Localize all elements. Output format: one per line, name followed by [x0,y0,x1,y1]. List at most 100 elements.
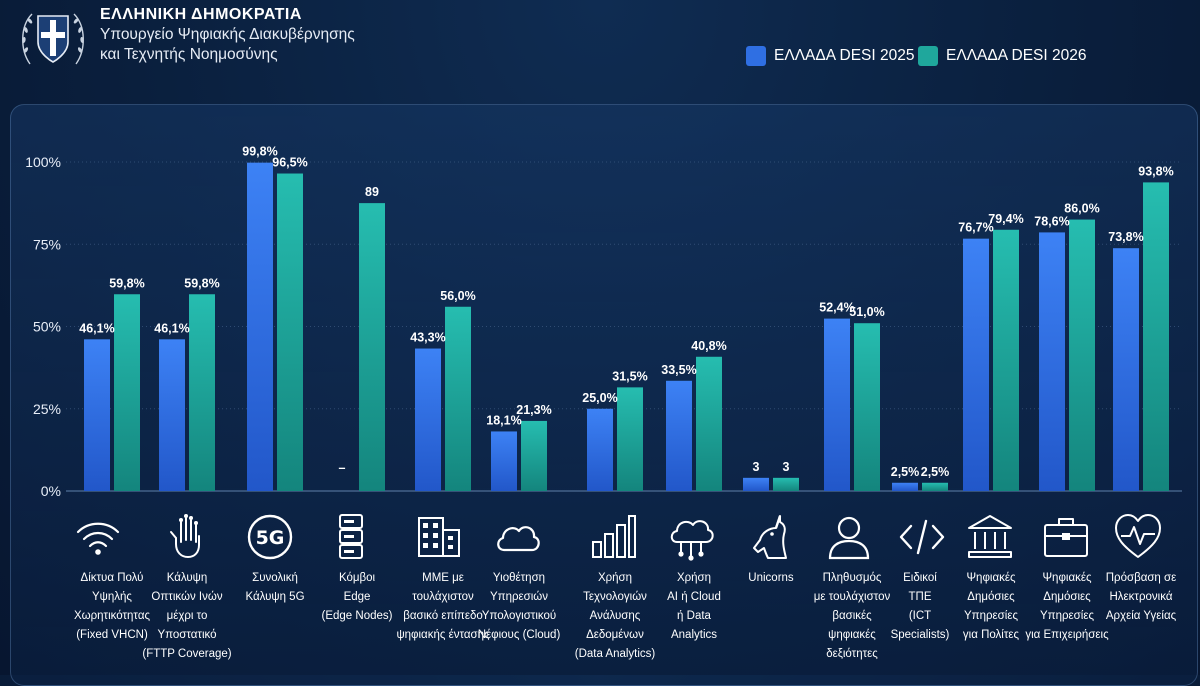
bar-2025 [892,482,918,491]
data-label: 25,0% [582,391,617,405]
category-label-line: για Πολίτες [962,629,1020,641]
legend-item-2025: ΕΛΛΑΔΑ DESI 2025 [746,46,915,66]
data-label: 51,0% [849,305,884,319]
category-label: Ειδικοί ΤΠΕ (ICT Specialists) [864,569,976,645]
category-label: ΜΜΕ με τουλάχιστον βασικό επίπεδο ψηφιακής … [387,569,499,645]
building-icon [418,517,460,557]
data-label: 46,1% [154,321,189,335]
bar-2025 [743,477,769,491]
category-label-line: (Data Analytics) [574,648,656,660]
data-label: 89 [365,185,379,199]
category-label-line: Υπηρεσίες [964,610,1018,622]
data-label: 31,5% [612,369,647,383]
category-label-line: (FTTP Coverage) [142,648,232,660]
data-label: 59,8% [109,276,144,290]
y-tick-label: 75% [33,236,61,252]
bar-2026 [277,173,303,491]
data-label: 86,0% [1064,202,1099,216]
category-label-line: τουλάχιστον [412,591,474,603]
bar-2026 [922,482,948,491]
greek-emblem-icon [22,13,84,65]
category-label-line: Ψηφιακές [966,572,1016,584]
category-label: Ψηφιακές Δημόσιες Υπηρεσίες για Πολίτες [935,569,1047,645]
data-label: 43,3% [410,331,445,345]
data-label: 21,3% [516,403,551,417]
bar-2026 [993,229,1019,492]
bar-2026 [1069,219,1095,491]
y-tick-label: 25% [33,401,61,417]
bar-2025 [1113,248,1139,491]
data-label: 2,5% [921,465,950,479]
briefcase-icon [1044,518,1088,557]
bar-2025 [415,348,441,491]
cloud-network-icon [670,520,714,561]
data-label: 3 [783,460,790,474]
category-label-line: (Edge Nodes) [321,610,393,622]
category-label: Υιοθέτηση Υπηρεσιών Υπολογιστικού Νέφιους (… [463,569,575,645]
category-label-line: Συνολική [252,572,298,584]
category-label-line: ψηφιακές [828,629,876,641]
category-label: Πληθυσμός με τουλάχιστον βασικές ψηφιακές δε… [796,569,908,664]
bar-2025 [963,238,989,491]
category-label: Ψηφιακές Δημόσιες Υπηρεσίες για Επιχειρήσει… [1011,569,1123,645]
category-label: Πρόσβαση σε Ηλεκτρονικά Αρχεία Υγείας [1085,569,1197,626]
category-label-line: Unicorns [748,572,794,584]
bar-2025 [666,380,692,491]
data-label: – [339,461,346,475]
bar-2026 [617,387,643,491]
category-label-line: Κόμβοι [338,572,376,584]
category-label-line: Edge [343,591,371,603]
category-label-line: βασικές [832,610,872,622]
category-label-line: Υποστατικό [157,629,217,641]
category-label-line: Χωρητικότητας [73,610,151,622]
org-title: ΕΛΛΗΝΙΚΗ ΔΗΜΟΚΡΑΤΙΑ [100,6,302,23]
category-label-line: Ψηφιακές [1042,572,1092,584]
data-label: 46,1% [79,321,114,335]
wifi-icon [76,522,120,555]
category-label-line: Δημόσιες [1043,591,1091,603]
5g-icon: 5G [247,514,293,560]
category-label-line: δεξιότητες [826,648,878,660]
y-tick-label: 0% [41,483,61,499]
category-label-line: με τουλάχιστον [813,591,891,603]
category-label-line: Υπολογιστικού [481,610,557,622]
svg-text:5G: 5G [256,527,285,549]
bar-2025 [824,318,850,491]
category-label-line: Πρόσβαση σε [1105,572,1177,584]
category-label-line: Νέφιους (Cloud) [477,629,561,641]
unicorn-icon [753,515,787,559]
category-label-line: Υιοθέτηση [492,572,546,584]
data-label: 76,7% [958,221,993,235]
category-label-line: AI ή Cloud [667,591,721,603]
data-label: 96,5% [272,156,307,170]
data-label: 18,1% [486,413,521,427]
ministry-name-line2: και Τεχνητής Νοημοσύνης [100,46,278,63]
bar-2026 [773,477,799,491]
fiber-hand-icon [170,514,200,558]
category-label: Κόμβοι Edge (Edge Nodes) [301,569,413,626]
y-tick-label: 100% [25,154,61,170]
bar-2026 [1143,182,1169,491]
bar-2025 [159,339,185,491]
bar-2026 [696,356,722,491]
legend-label-2026: ΕΛΛΑΔΑ DESI 2026 [946,47,1087,64]
legend-swatch-2025 [746,46,766,66]
category-label: Συνολική Κάλυψη 5G [219,569,331,607]
ministry-name-line1: Υπουργείο Ψηφιακής Διακυβέρνησης [100,26,355,43]
category-label-line: μέχρι το [166,610,208,622]
category-label: Χρήση Τεχνολογιών Ανάλυσης Δεδομένων (Data A… [559,569,671,664]
category-label-line: ΜΜΕ με [422,572,464,584]
data-label: 93,8% [1138,164,1173,178]
category-label-line: Πληθυσμός [822,572,882,584]
analytics-icon [592,515,636,558]
health-heart-icon [1115,514,1161,558]
data-label: 99,8% [242,145,277,159]
data-label: 79,4% [988,212,1023,226]
category-label-line: Specialists) [890,629,950,641]
category-label-line: ΤΠΕ [908,591,932,603]
category-label-line: (ICT [908,610,932,622]
category-label-line: Τεχνολογιών [583,591,647,603]
legend-swatch-2026 [918,46,938,66]
data-label: 78,6% [1034,214,1069,228]
